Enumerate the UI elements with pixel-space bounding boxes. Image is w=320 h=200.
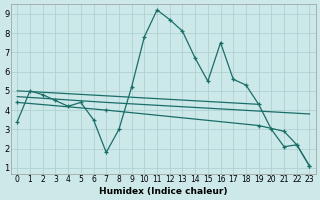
X-axis label: Humidex (Indice chaleur): Humidex (Indice chaleur) [99,187,228,196]
